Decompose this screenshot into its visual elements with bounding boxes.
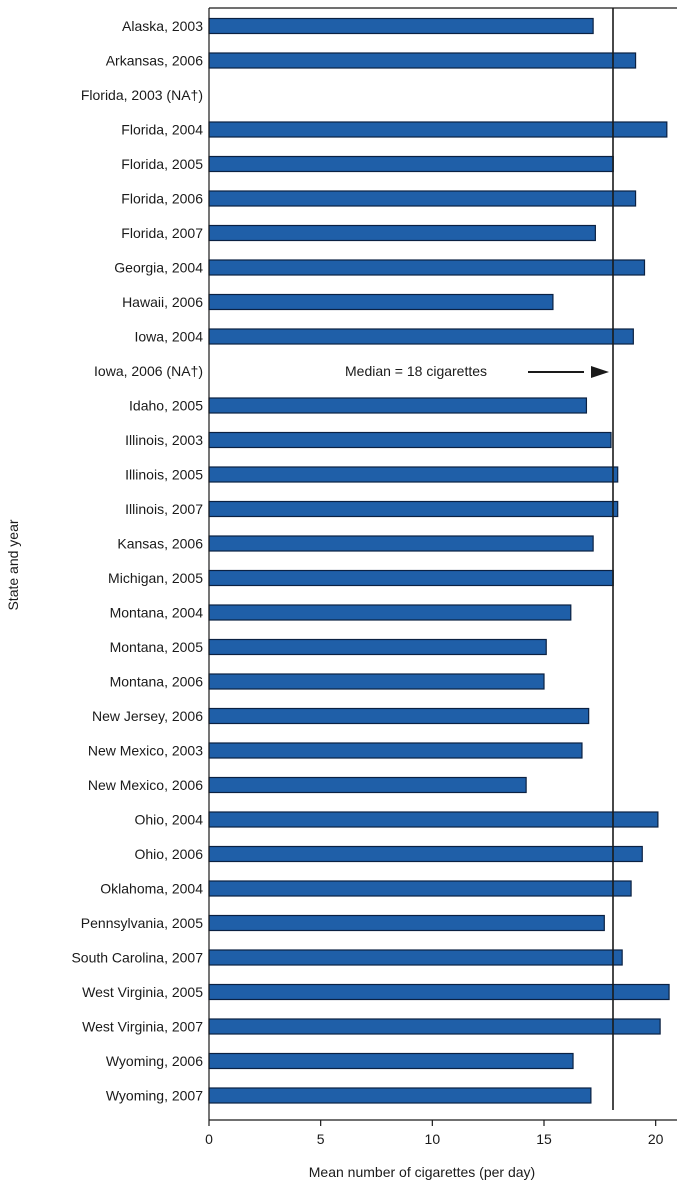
bar (208, 1018, 661, 1035)
category-label: Georgia, 2004 (114, 260, 203, 276)
bar (208, 914, 605, 932)
category-labels: Alaska, 2003 Arkansas, 2006 Florida, 2003 … (71, 18, 203, 1104)
bar (208, 17, 594, 35)
category-label: Montana, 2004 (110, 605, 204, 621)
bar (208, 880, 632, 897)
category-label: Pennsylvania, 2005 (81, 915, 203, 931)
bar (208, 259, 646, 276)
category-label: Florida, 2007 (121, 225, 203, 241)
category-label: Kansas, 2006 (117, 536, 203, 552)
category-label: Iowa, 2006 (NA†) (94, 363, 203, 379)
x-tick-label: 5 (317, 1131, 325, 1147)
x-tick-label: 20 (648, 1131, 664, 1147)
category-label: Florida, 2006 (121, 191, 203, 207)
category-label: Florida, 2004 (121, 122, 203, 138)
category-label: Ohio, 2006 (135, 846, 204, 862)
bar (208, 638, 547, 656)
category-label: Hawaii, 2006 (122, 294, 203, 310)
bar (208, 121, 668, 138)
median-annotation: Median = 18 cigarettes (345, 363, 487, 379)
bar (208, 293, 554, 311)
bar (208, 1087, 592, 1104)
bar (208, 431, 612, 449)
bar (208, 52, 637, 69)
category-label: Illinois, 2003 (125, 432, 203, 448)
bar (208, 707, 590, 725)
bars (208, 17, 670, 1104)
category-label: New Mexico, 2003 (88, 743, 203, 759)
category-label: Wyoming, 2006 (106, 1053, 203, 1069)
category-label: Oklahoma, 2004 (100, 881, 203, 897)
x-axis-title: Mean number of cigarettes (per day) (309, 1164, 535, 1180)
category-label: Illinois, 2005 (125, 467, 203, 483)
category-label: Arkansas, 2006 (106, 53, 203, 69)
bar (208, 466, 619, 483)
bar (208, 742, 583, 759)
bar (208, 328, 634, 345)
category-label: Montana, 2005 (110, 639, 204, 655)
bar (208, 500, 619, 518)
bar (208, 1052, 574, 1070)
bar (208, 535, 594, 552)
category-label: Ohio, 2004 (135, 812, 204, 828)
bar (208, 155, 614, 173)
category-label: South Carolina, 2007 (71, 950, 203, 966)
category-label: Florida, 2005 (121, 156, 203, 172)
category-label: Iowa, 2004 (135, 329, 204, 345)
category-label: West Virginia, 2007 (82, 1019, 203, 1035)
median-arrowhead-icon (591, 366, 609, 378)
category-label: Florida, 2003 (NA†) (81, 87, 203, 103)
category-label: Alaska, 2003 (122, 18, 203, 34)
bar (208, 776, 527, 794)
bar (208, 190, 637, 207)
category-label: West Virginia, 2005 (82, 984, 203, 1000)
category-label: Montana, 2006 (110, 674, 204, 690)
y-axis-title: State and year (5, 519, 21, 610)
bar (208, 397, 588, 414)
category-label: Idaho, 2005 (129, 398, 203, 414)
category-label: New Jersey, 2006 (92, 708, 203, 724)
category-label: New Mexico, 2006 (88, 777, 203, 793)
bar (208, 604, 572, 621)
category-label: Michigan, 2005 (108, 570, 203, 586)
bar (208, 949, 623, 966)
x-tick-label: 0 (205, 1131, 213, 1147)
category-label: Wyoming, 2007 (106, 1088, 203, 1104)
x-tick-label: 15 (536, 1131, 552, 1147)
bar (208, 569, 614, 587)
bar (208, 845, 643, 863)
x-ticks: 0 5 10 15 20 (205, 1120, 664, 1147)
x-tick-label: 10 (425, 1131, 441, 1147)
bar (208, 673, 545, 690)
bar (208, 224, 596, 242)
category-label: Illinois, 2007 (125, 501, 203, 517)
bar (208, 811, 659, 828)
bar (208, 983, 670, 1001)
